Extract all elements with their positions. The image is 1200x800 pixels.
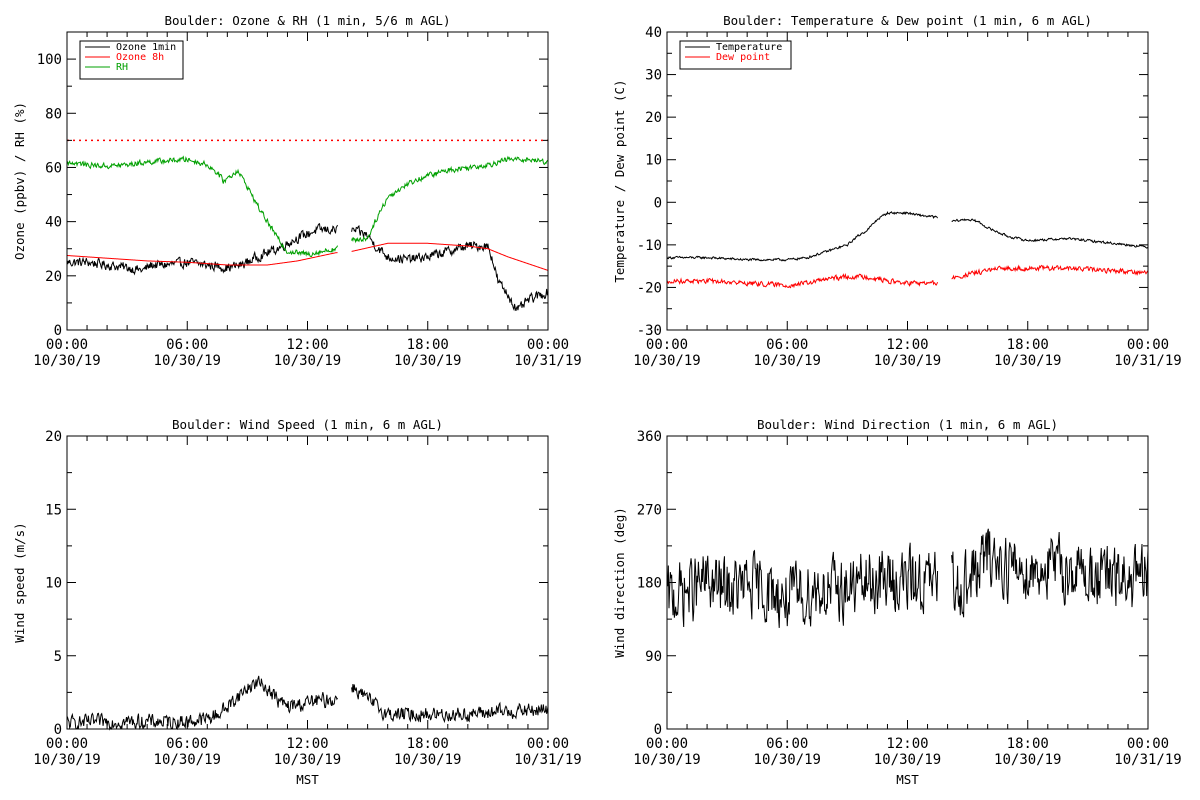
x-tick-label-date: 10/30/19 bbox=[154, 752, 221, 768]
x-tick-label-time: 00:00 bbox=[46, 736, 88, 752]
y-tick-label: 180 bbox=[637, 576, 662, 592]
y-tick-label: 80 bbox=[45, 106, 62, 122]
series-line-0 bbox=[666, 528, 1149, 628]
y-tick-label: 20 bbox=[645, 110, 662, 126]
x-tick-label-date: 10/30/19 bbox=[754, 353, 821, 369]
x-tick-label-date: 10/30/19 bbox=[633, 353, 700, 369]
chart-panel-temp_dew: Boulder: Temperature & Dew point (1 min,… bbox=[612, 13, 1182, 369]
x-tick-label-time: 06:00 bbox=[766, 337, 808, 353]
x-tick-label-time: 00:00 bbox=[646, 736, 688, 752]
x-tick-label-date: 10/30/19 bbox=[874, 752, 941, 768]
chart-panel-wind_dir: Boulder: Wind Direction (1 min, 6 m AGL)… bbox=[612, 417, 1182, 787]
x-axis-label: MST bbox=[296, 772, 319, 787]
x-tick-label-time: 00:00 bbox=[1127, 736, 1169, 752]
chart-title: Boulder: Ozone & RH (1 min, 5/6 m AGL) bbox=[165, 13, 451, 28]
legend-box bbox=[679, 40, 792, 70]
chart-title: Boulder: Wind Direction (1 min, 6 m AGL) bbox=[757, 417, 1058, 432]
legend-label: Ozone 1min bbox=[116, 42, 176, 53]
y-axis-label: Temperature / Dew point (C) bbox=[612, 79, 627, 282]
y-tick-label: 270 bbox=[637, 502, 662, 518]
x-tick-label-time: 06:00 bbox=[166, 736, 208, 752]
legend-label: Ozone 8h bbox=[116, 52, 164, 63]
y-tick-label: -30 bbox=[637, 323, 662, 339]
x-tick-label-date: 10/30/19 bbox=[274, 353, 341, 369]
x-tick-label-date: 10/30/19 bbox=[633, 752, 700, 768]
x-tick-label-time: 00:00 bbox=[527, 337, 569, 353]
x-tick-label-time: 18:00 bbox=[407, 736, 449, 752]
x-tick-label-time: 12:00 bbox=[886, 337, 928, 353]
x-tick-label-time: 18:00 bbox=[407, 337, 449, 353]
y-tick-label: 0 bbox=[54, 323, 62, 339]
series-line-0 bbox=[66, 675, 549, 731]
chart-title: Boulder: Temperature & Dew point (1 min,… bbox=[723, 13, 1092, 28]
x-tick-label-time: 12:00 bbox=[886, 736, 928, 752]
y-axis-label: Wind direction (deg) bbox=[612, 507, 627, 658]
y-tick-label: 0 bbox=[654, 722, 662, 738]
y-tick-label: 15 bbox=[45, 502, 62, 518]
y-tick-label: 20 bbox=[45, 269, 62, 285]
y-axis-label: Ozone (ppbv) / RH (%) bbox=[12, 102, 27, 260]
x-tick-label-time: 06:00 bbox=[166, 337, 208, 353]
x-tick-label-date: 10/31/19 bbox=[1114, 353, 1181, 369]
x-tick-label-date: 10/30/19 bbox=[994, 353, 1061, 369]
x-tick-label-date: 10/30/19 bbox=[754, 752, 821, 768]
chart-panel-ozone_rh: Boulder: Ozone & RH (1 min, 5/6 m AGL) Oz… bbox=[12, 13, 582, 369]
y-tick-label: -20 bbox=[637, 280, 662, 296]
series-line-0 bbox=[666, 210, 1149, 262]
x-axis-label: MST bbox=[896, 772, 919, 787]
x-tick-label-time: 06:00 bbox=[766, 736, 808, 752]
x-tick-label-date: 10/30/19 bbox=[994, 752, 1061, 768]
x-tick-label-date: 10/30/19 bbox=[154, 353, 221, 369]
x-tick-label-date: 10/31/19 bbox=[1114, 752, 1181, 768]
y-tick-label: 100 bbox=[37, 52, 62, 68]
y-tick-label: 20 bbox=[45, 429, 62, 445]
series-line-1 bbox=[66, 242, 549, 271]
x-tick-label-time: 00:00 bbox=[46, 337, 88, 353]
x-tick-label-date: 10/31/19 bbox=[514, 353, 581, 369]
x-tick-label-date: 10/30/19 bbox=[274, 752, 341, 768]
x-tick-label-time: 18:00 bbox=[1007, 736, 1049, 752]
x-tick-label-time: 00:00 bbox=[527, 736, 569, 752]
chart-title: Boulder: Wind Speed (1 min, 6 m AGL) bbox=[172, 417, 443, 432]
plot-frame bbox=[666, 31, 1149, 331]
chart-panel-wind_speed: Boulder: Wind Speed (1 min, 6 m AGL) Wind… bbox=[12, 417, 582, 787]
series-line-0 bbox=[66, 223, 549, 312]
series-line-2 bbox=[66, 155, 549, 258]
plot-frame bbox=[66, 435, 549, 730]
x-tick-label-date: 10/30/19 bbox=[394, 353, 461, 369]
y-tick-label: 40 bbox=[45, 215, 62, 231]
legend-label: Temperature bbox=[716, 42, 782, 53]
y-tick-label: 10 bbox=[45, 576, 62, 592]
x-tick-label-time: 12:00 bbox=[286, 337, 328, 353]
y-tick-label: 30 bbox=[645, 68, 662, 84]
legend-label: RH bbox=[116, 62, 128, 73]
x-tick-label-date: 10/30/19 bbox=[394, 752, 461, 768]
x-tick-label-time: 18:00 bbox=[1007, 337, 1049, 353]
y-tick-label: 10 bbox=[645, 153, 662, 169]
y-tick-label: 5 bbox=[54, 649, 62, 665]
y-tick-label: 360 bbox=[637, 429, 662, 445]
y-axis-label: Wind speed (m/s) bbox=[12, 522, 27, 642]
x-tick-label-date: 10/30/19 bbox=[33, 752, 100, 768]
y-tick-label: 90 bbox=[645, 649, 662, 665]
x-tick-label-date: 10/30/19 bbox=[33, 353, 100, 369]
y-tick-label: 0 bbox=[54, 722, 62, 738]
x-tick-label-date: 10/31/19 bbox=[514, 752, 581, 768]
x-tick-label-time: 00:00 bbox=[646, 337, 688, 353]
x-tick-label-time: 00:00 bbox=[1127, 337, 1169, 353]
y-tick-label: 40 bbox=[645, 25, 662, 41]
x-tick-label-time: 12:00 bbox=[286, 736, 328, 752]
y-tick-label: 0 bbox=[654, 195, 662, 211]
series-line-1 bbox=[666, 264, 1149, 289]
y-tick-label: -10 bbox=[637, 238, 662, 254]
x-tick-label-date: 10/30/19 bbox=[874, 353, 941, 369]
legend-label: Dew point bbox=[716, 52, 770, 63]
y-tick-label: 60 bbox=[45, 160, 62, 176]
